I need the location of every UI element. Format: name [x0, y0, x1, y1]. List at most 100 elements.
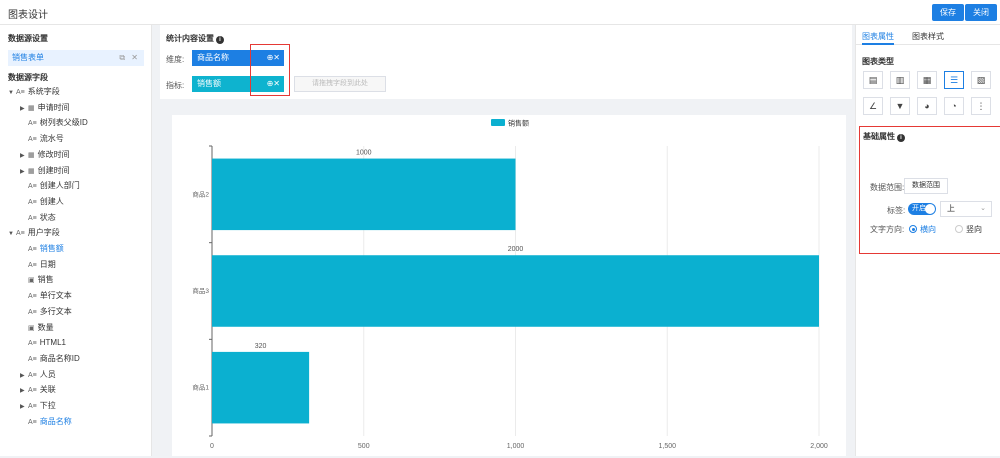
tree-item-label: 日期: [39, 259, 56, 269]
center-area: 统计内容设置 i 维度: 商品名称 ⊕✕ 指标: 销售额 ⊕✕ 请拖拽字段到此处 …: [160, 25, 852, 456]
field-type-icon: A≡: [28, 261, 37, 269]
field-type-icon: A≡: [28, 418, 37, 426]
tree-item[interactable]: ▶ A≡ 人员: [20, 368, 56, 382]
legend-label: 销售额: [508, 119, 529, 128]
data-range-button[interactable]: 数据范围: [904, 178, 948, 194]
datasource-title: 数据源设置: [8, 34, 48, 43]
tree-item[interactable]: ▣ 数量: [20, 321, 54, 335]
metric-label: 指标:: [166, 81, 185, 90]
text-direction-label: 文字方向:: [870, 225, 905, 234]
tab-chart-properties[interactable]: 图表属性: [862, 32, 894, 41]
tree-item[interactable]: ▼ A≡ 用户字段: [8, 226, 60, 240]
bar-chart-icon[interactable]: ☰: [944, 71, 964, 89]
field-type-icon: A≡: [28, 214, 37, 222]
tree-item[interactable]: ▶ A≡ 下拉: [20, 399, 56, 413]
tree-item-label: 状态: [39, 212, 56, 222]
fields-title: 数据源字段: [8, 73, 48, 82]
close-button[interactable]: 关闭: [965, 4, 997, 21]
bar: [212, 255, 819, 327]
bar-chart: 0 500 1,000 1,500 2,000 销售额 1000 商品2 2000 商品3 320 商…: [192, 119, 827, 451]
tree-item[interactable]: A≡ 流水号: [20, 132, 64, 146]
caret-icon: ▼: [8, 90, 14, 96]
field-type-icon: A≡: [28, 136, 37, 144]
globe-icon[interactable]: ⊕: [266, 79, 274, 88]
properties-tabs: 图表属性 图表样式: [856, 25, 1000, 45]
tree-item[interactable]: A≡ 商品名称: [20, 415, 72, 429]
tree-item-label: 树列表父级ID: [39, 118, 88, 128]
chevron-down-icon: ⌄: [980, 205, 986, 212]
copy-icon[interactable]: ⧉: [119, 53, 126, 62]
tree-item-label: 数量: [37, 322, 54, 332]
caret-icon: ▶: [20, 105, 25, 112]
column-chart-icon[interactable]: ▥: [890, 71, 910, 89]
gauge-chart-icon[interactable]: ◔: [944, 97, 964, 115]
tree-item[interactable]: A≡ HTML1: [20, 336, 66, 350]
tree-item-label: 多行文本: [39, 306, 72, 316]
info-icon: i: [216, 36, 224, 44]
pie-chart-icon[interactable]: ◕: [917, 97, 937, 115]
radio-vertical[interactable]: 竖向: [955, 224, 982, 235]
metric-drop-zone[interactable]: 请拖拽字段到此处: [294, 76, 386, 92]
stacked-column-icon[interactable]: ▦: [917, 71, 937, 89]
caret-icon: ▶: [20, 152, 25, 159]
x-tick-label: 1,500: [658, 443, 676, 450]
legend-swatch: [491, 119, 505, 126]
tree-item-label: HTML1: [39, 338, 66, 348]
tree-item[interactable]: A≡ 单行文本: [20, 289, 72, 303]
dimension-tag[interactable]: 商品名称 ⊕✕: [192, 50, 284, 66]
field-type-icon: A≡: [28, 120, 37, 128]
label-switch[interactable]: 开启: [908, 203, 936, 215]
field-type-icon: ▣: [28, 277, 35, 285]
field-type-icon: A≡: [28, 293, 37, 301]
close-icon[interactable]: ✕: [131, 53, 138, 62]
caret-icon: ▶: [20, 168, 25, 175]
radio-horizontal[interactable]: 横向: [909, 224, 936, 235]
x-tick-label: 1,000: [507, 443, 525, 450]
stacked-bar-icon[interactable]: ▧: [971, 71, 991, 89]
tree-item[interactable]: A≡ 树列表父级ID: [20, 116, 88, 130]
tree-item[interactable]: ▣ 销售: [20, 273, 54, 287]
tree-item-label: 单行文本: [39, 291, 72, 301]
tab-chart-style[interactable]: 图表样式: [912, 32, 944, 41]
tree-item-label: 销售额: [39, 244, 64, 253]
datasource-item-label: 销售表单: [12, 53, 44, 62]
tree-item[interactable]: A≡ 多行文本: [20, 305, 72, 319]
page-title: 图表设计: [8, 10, 48, 21]
tree-item[interactable]: A≡ 销售额: [20, 242, 64, 256]
tree-item[interactable]: ▶ A≡ 关联: [20, 383, 56, 397]
tree-item[interactable]: ▶ ▦ 修改时间: [20, 148, 70, 162]
datasource-item[interactable]: 销售表单 ⧉ ✕: [8, 50, 144, 66]
line-chart-icon[interactable]: ∠: [863, 97, 883, 115]
tree-item[interactable]: A≡ 日期: [20, 258, 56, 272]
tree-item[interactable]: ▼ A≡ 系统字段: [8, 85, 60, 99]
field-type-icon: A≡: [28, 371, 37, 379]
tree-item-label: 下拉: [39, 401, 56, 410]
field-type-icon: A≡: [28, 355, 37, 363]
remove-icon[interactable]: ✕: [273, 53, 280, 62]
globe-icon[interactable]: ⊕: [266, 53, 274, 62]
tree-item-label: 修改时间: [37, 149, 70, 159]
tree-item-label: 用户字段: [27, 228, 60, 238]
field-type-icon: ▦: [28, 104, 35, 112]
tree-item[interactable]: ▶ ▦ 申请时间: [20, 101, 70, 115]
label-position-select[interactable]: 上 ⌄: [940, 201, 992, 217]
metric-tag[interactable]: 销售额 ⊕✕: [192, 76, 284, 92]
tree-item-label: 系统字段: [27, 87, 60, 96]
caret-icon: ▶: [20, 388, 25, 395]
bar: [212, 351, 310, 424]
tree-item[interactable]: A≡ 状态: [20, 211, 56, 225]
field-type-icon: A≡: [28, 198, 37, 206]
caret-icon: ▶: [20, 404, 25, 410]
table-icon[interactable]: ▤: [863, 71, 883, 89]
tree-item[interactable]: A≡ 创建人: [20, 195, 64, 209]
highlight-box: [859, 126, 1000, 254]
tree-item[interactable]: A≡ 创建人部门: [20, 179, 80, 193]
funnel-chart-icon[interactable]: ▼: [890, 97, 910, 115]
indicator-card-icon[interactable]: ⋮: [971, 97, 991, 115]
caret-icon: ▼: [8, 231, 14, 238]
caret-icon: ▶: [20, 372, 25, 379]
tree-item[interactable]: ▶ ▦ 创建时间: [20, 164, 70, 178]
tree-item[interactable]: A≡ 商品名称ID: [20, 352, 80, 366]
save-button[interactable]: 保存: [932, 4, 964, 21]
remove-icon[interactable]: ✕: [273, 79, 280, 88]
